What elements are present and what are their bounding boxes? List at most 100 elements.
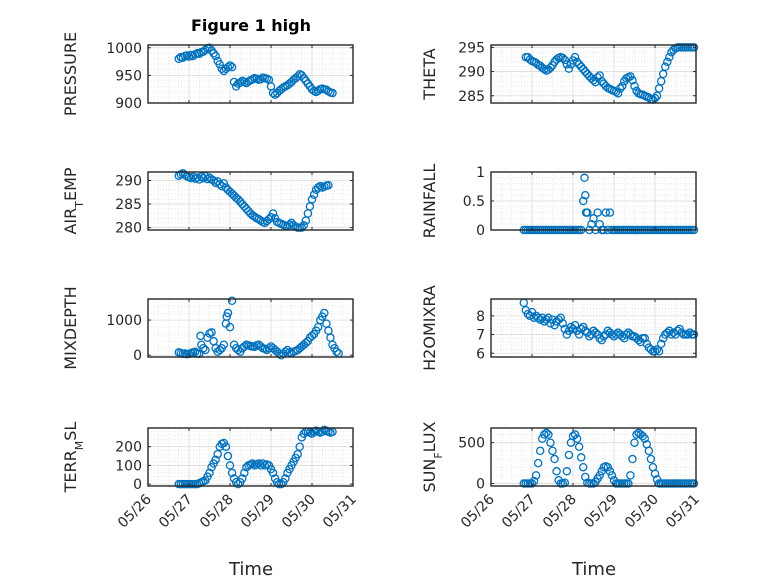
data-point: [227, 296, 237, 306]
data-point: [591, 328, 600, 337]
data-point: [268, 468, 278, 478]
data-point: [233, 479, 243, 489]
y-tick-label: 900: [115, 96, 142, 112]
data-point: [332, 347, 341, 356]
data-point: [669, 328, 678, 337]
y-axis-label: H2OMIXRA: [420, 285, 439, 371]
data-point: [240, 342, 249, 351]
data-point: [217, 64, 227, 74]
data-point: [572, 434, 582, 443]
y-tick-label: 285: [458, 89, 485, 105]
data-point: [186, 173, 196, 183]
data-point: [190, 347, 200, 356]
data-point: [595, 71, 604, 80]
data-point: [562, 467, 572, 476]
data-point: [213, 449, 222, 459]
data-point: [685, 328, 695, 337]
y-tick-label: 290: [115, 173, 142, 189]
data-point: [601, 208, 611, 217]
data-point: [533, 458, 543, 468]
data-point: [591, 77, 600, 87]
data-point: [556, 313, 565, 322]
data-point: [564, 64, 574, 73]
data-point: [656, 339, 666, 349]
axes-box: [147, 44, 354, 104]
data-point: [617, 332, 627, 341]
data-point: [256, 75, 265, 84]
figure-title: Figure 1 high: [191, 16, 311, 35]
data-point: [661, 62, 670, 72]
data-point: [587, 219, 596, 229]
data-point: [297, 223, 306, 232]
data-point: [201, 345, 210, 355]
x-tick-label: 05/27: [156, 492, 196, 532]
data-point: [295, 442, 304, 451]
data-point: [203, 333, 212, 342]
data-point: [562, 60, 572, 69]
x-axis-label-right: Time: [571, 559, 616, 580]
data-point: [229, 77, 239, 87]
data-point: [523, 309, 533, 319]
data-point: [221, 442, 231, 451]
data-point: [552, 55, 561, 64]
data-point: [663, 57, 672, 67]
y-tick-label: 200: [115, 440, 142, 456]
data-point: [605, 208, 615, 217]
x-tick-label: 05/30: [622, 492, 662, 532]
x-tick-label: 05/27: [499, 492, 539, 532]
data-point: [650, 469, 660, 478]
data-point: [689, 330, 699, 339]
x-tick-label: 05/31: [663, 492, 703, 532]
data-point: [199, 173, 208, 183]
x-tick-label: 05/26: [458, 491, 498, 531]
data-point: [603, 462, 613, 472]
data-point: [309, 190, 319, 199]
data-point: [538, 434, 547, 443]
data-point: [568, 431, 578, 441]
data-point: [580, 173, 589, 183]
data-point: [315, 181, 325, 191]
y-tick-label: 0: [133, 348, 142, 364]
data-point: [281, 474, 290, 483]
data-point: [256, 461, 265, 470]
subplot-rainfall: 0 0.5 1 RAINFALL: [420, 164, 699, 239]
data-point: [268, 209, 278, 218]
y-tick-label: 0.5: [463, 194, 485, 210]
data-point: [579, 64, 588, 74]
y-tick-label: 1: [476, 165, 485, 181]
data-point: [535, 446, 545, 456]
data-point: [558, 53, 568, 63]
plot-area: [148, 428, 353, 486]
data-point: [301, 338, 311, 348]
subplot-air-temp: 280 285 290 AIRTEMP: [61, 167, 354, 237]
data-point: [242, 204, 251, 214]
data-point: [597, 467, 606, 476]
data-point: [640, 334, 650, 343]
data-point: [585, 332, 594, 341]
data-point: [667, 330, 676, 339]
axes-box: [147, 298, 354, 358]
y-tick-label: 1000: [106, 41, 142, 57]
y-tick-label: 6: [476, 346, 485, 362]
data-point: [566, 322, 576, 332]
data-point: [581, 472, 590, 482]
data-point: [558, 319, 568, 328]
data-point: [574, 330, 584, 339]
data-point: [201, 45, 210, 55]
data-point: [324, 180, 333, 190]
data-point: [544, 313, 553, 322]
data-point: [264, 214, 274, 224]
data-point: [576, 453, 586, 462]
y-axis-label: TERRMSL: [61, 422, 86, 494]
subplot-h2omixra: 6 7 8 H2OMIXRA: [420, 285, 699, 371]
data-point: [552, 467, 561, 476]
data-point: [192, 173, 202, 182]
data-point: [570, 320, 580, 330]
data-point: [626, 330, 635, 339]
data-point: [240, 202, 249, 211]
data-point: [628, 76, 637, 85]
data-point: [548, 446, 557, 456]
data-point: [225, 61, 235, 70]
data-point: [579, 462, 588, 472]
